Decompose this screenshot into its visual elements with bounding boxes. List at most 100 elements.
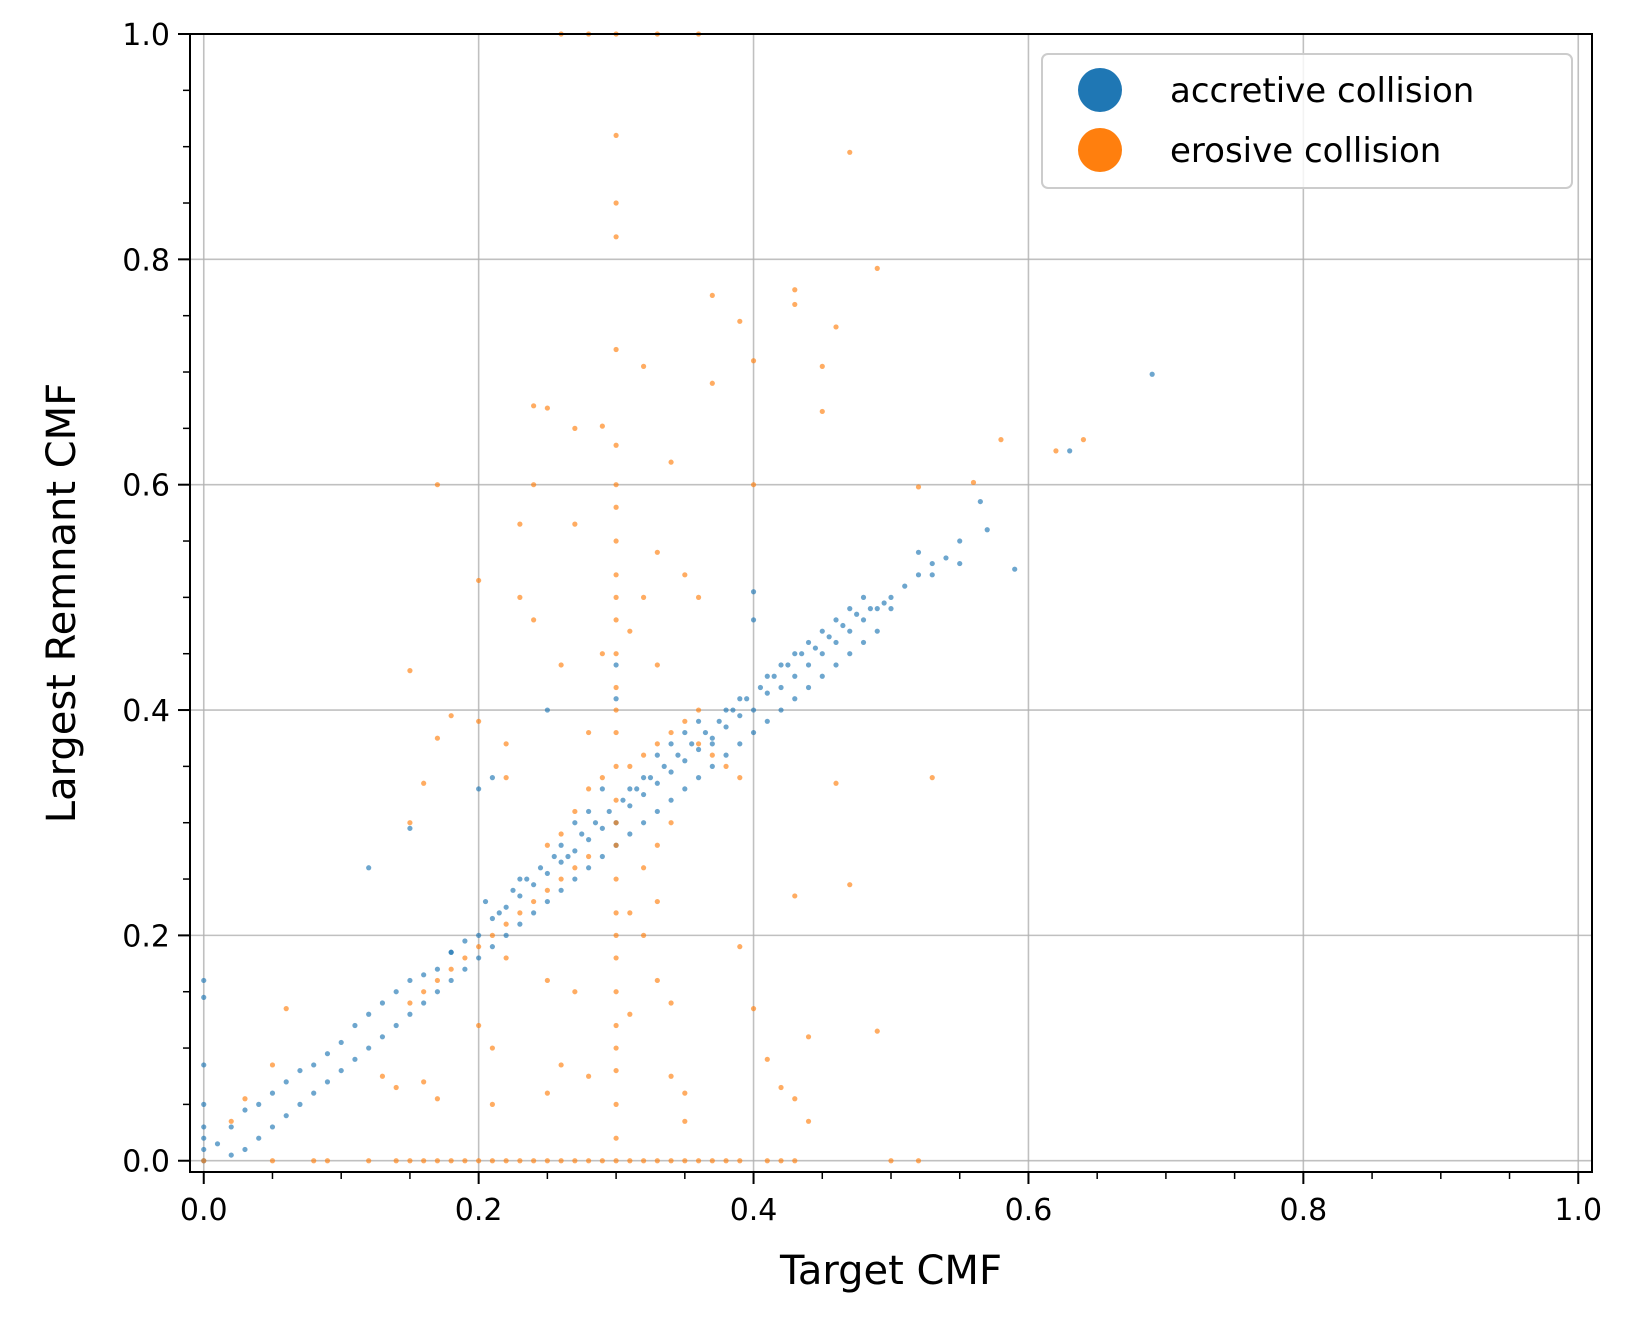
erosive-point <box>311 1158 317 1164</box>
erosive-point <box>654 662 660 668</box>
accretive-point <box>826 634 832 640</box>
accretive-point <box>572 876 578 882</box>
accretive-point <box>737 741 743 747</box>
accretive-point <box>689 741 695 747</box>
accretive-point <box>338 1067 344 1074</box>
erosive-point <box>640 1158 647 1164</box>
accretive-point <box>654 808 660 815</box>
erosive-point <box>654 741 660 747</box>
erosive-point <box>421 780 427 786</box>
accretive-point <box>613 696 619 702</box>
erosive-point <box>599 423 605 429</box>
erosive-point <box>613 820 619 826</box>
erosive-point <box>434 1158 441 1164</box>
accretive-point <box>792 696 798 702</box>
erosive-point <box>269 1062 276 1068</box>
accretive-point <box>668 741 674 747</box>
erosive-point <box>613 504 619 510</box>
erosive-point <box>613 707 619 713</box>
erosive-point <box>613 989 619 995</box>
y-axis-label: Largest Remnant CMF <box>39 383 85 823</box>
erosive-point <box>558 831 564 837</box>
accretive-point <box>201 1124 207 1130</box>
erosive-point <box>998 437 1004 443</box>
erosive-point <box>640 932 647 938</box>
accretive-point <box>201 1062 207 1068</box>
accretive-point <box>476 955 482 961</box>
accretive-point <box>565 853 571 860</box>
erosive-point <box>695 707 702 713</box>
erosive-point <box>599 1158 605 1164</box>
erosive-point <box>586 1073 592 1079</box>
x-tick-label: 0.8 <box>1279 1193 1327 1228</box>
accretive-point <box>462 966 468 972</box>
accretive-point <box>847 651 853 657</box>
accretive-point <box>881 600 887 606</box>
accretive-point <box>366 1011 372 1017</box>
erosive-point <box>750 358 757 364</box>
erosive-point <box>805 1118 812 1124</box>
erosive-point <box>448 966 454 972</box>
accretive-point <box>462 938 468 944</box>
erosive-point <box>586 1158 592 1164</box>
erosive-point <box>613 1101 619 1107</box>
erosive-point <box>874 1028 880 1034</box>
erosive-point <box>613 651 619 657</box>
accretive-point <box>709 735 715 741</box>
erosive-point <box>723 763 729 769</box>
accretive-point <box>324 1051 331 1057</box>
erosive-point <box>847 149 853 155</box>
erosive-point <box>613 1045 619 1051</box>
accretive-point <box>730 707 736 713</box>
erosive-point <box>874 265 880 271</box>
erosive-point <box>613 1067 619 1074</box>
accretive-point <box>297 1101 303 1107</box>
erosive-point <box>558 662 564 668</box>
accretive-point <box>586 808 592 815</box>
x-axis-label: Target CMF <box>779 1248 1002 1294</box>
erosive-point <box>1080 437 1087 443</box>
accretive-point <box>242 1146 248 1153</box>
erosive-point <box>434 1096 441 1102</box>
erosive-point <box>476 577 482 584</box>
legend-label-erosive: erosive collision <box>1170 131 1441 171</box>
accretive-point <box>393 989 399 995</box>
accretive-point <box>860 594 867 600</box>
erosive-point <box>737 318 743 324</box>
accretive-point <box>311 1090 317 1096</box>
accretive-point <box>702 729 709 736</box>
accretive-point <box>785 662 791 668</box>
accretive-point <box>476 786 482 792</box>
erosive-point <box>613 594 619 600</box>
y-tick-label: 0.0 <box>122 1145 170 1180</box>
erosive-point <box>489 1158 495 1164</box>
erosive-point <box>695 741 702 747</box>
accretive-point <box>606 808 612 815</box>
accretive-point <box>269 1090 276 1096</box>
erosive-point <box>819 408 825 415</box>
erosive-point <box>654 842 660 848</box>
accretive-point <box>750 707 757 713</box>
erosive-point <box>434 482 441 488</box>
erosive-point <box>393 1158 399 1164</box>
erosive-point <box>476 1158 482 1164</box>
accretive-point <box>558 859 564 865</box>
erosive-point <box>613 684 619 691</box>
accretive-point <box>929 572 935 578</box>
erosive-point <box>682 1158 688 1164</box>
erosive-point <box>544 405 550 411</box>
erosive-point <box>888 1158 894 1164</box>
erosive-point <box>737 944 743 950</box>
accretive-point <box>476 932 482 938</box>
erosive-point <box>929 775 935 781</box>
legend: accretive collision erosive collision <box>1041 53 1573 189</box>
accretive-point <box>654 780 660 786</box>
erosive-point <box>531 1158 537 1164</box>
accretive-point <box>297 1067 303 1074</box>
erosive-point <box>792 1096 798 1102</box>
accretive-point <box>407 977 413 984</box>
erosive-point <box>531 482 537 488</box>
erosive-point <box>764 1158 770 1164</box>
accretive-point <box>737 713 743 719</box>
